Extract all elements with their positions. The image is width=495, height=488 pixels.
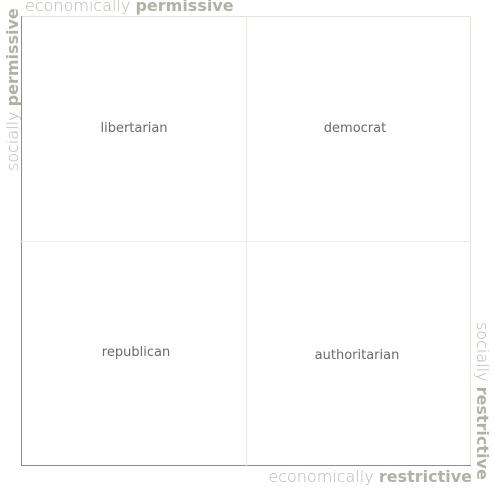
top-axis-emphasis: permissive xyxy=(135,0,234,15)
political-quadrant-plot: libertarian democrat republican authorit… xyxy=(21,16,471,466)
top-axis-prefix: economically xyxy=(25,0,131,15)
bottom-axis-label: economically restrictive xyxy=(268,467,472,486)
quadrant-label-authoritarian: authoritarian xyxy=(314,348,400,363)
left-axis-emphasis: permissive xyxy=(3,8,22,107)
right-axis-prefix: socially xyxy=(473,322,492,382)
left-axis-prefix: socially xyxy=(3,111,22,171)
right-axis-emphasis: restrictive xyxy=(473,386,492,480)
top-axis-label: economically permissive xyxy=(25,0,234,15)
left-axis-label: socially permissive xyxy=(3,8,22,171)
right-axis-label: socially restrictive xyxy=(473,322,492,480)
bottom-axis-prefix: economically xyxy=(268,467,374,486)
quadrant-label-democrat: democrat xyxy=(323,121,387,136)
horizontal-divider xyxy=(21,241,471,242)
quadrant-label-republican: republican xyxy=(101,345,171,360)
quadrant-label-libertarian: libertarian xyxy=(100,121,168,136)
bottom-axis-emphasis: restrictive xyxy=(378,467,472,486)
